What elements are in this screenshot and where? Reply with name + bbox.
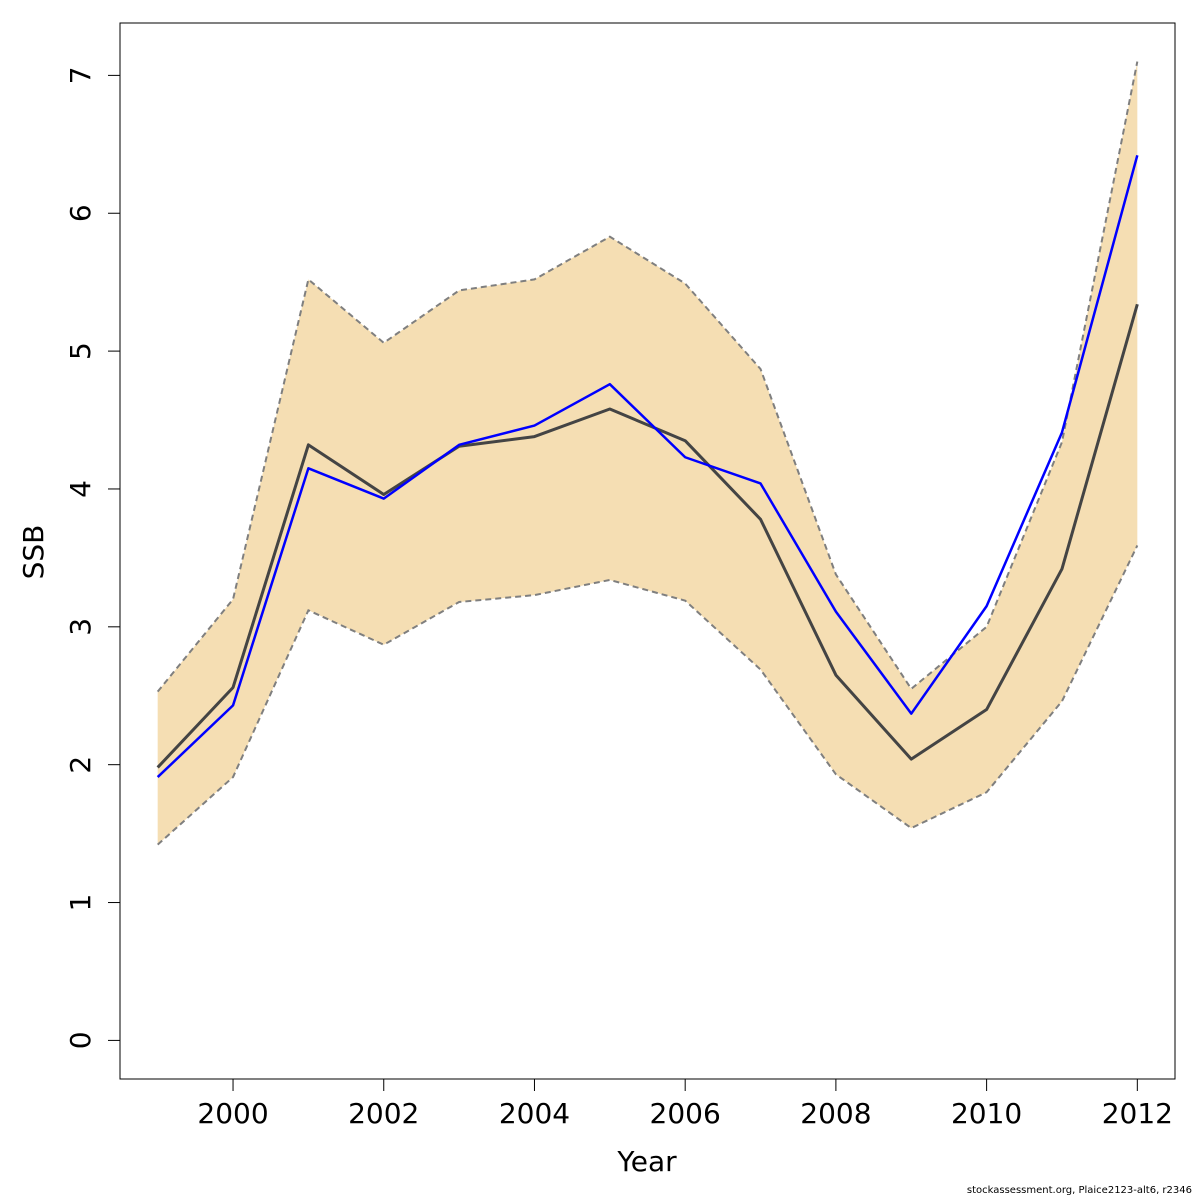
- x-tick-label-2010: 2010: [951, 1097, 1022, 1130]
- y-axis: 0 1 2 3 4 5 6 7: [64, 66, 120, 1049]
- y-tick-label-2: 2: [64, 756, 97, 774]
- series-lines-layer: [156, 155, 1139, 778]
- band-upper-line: [156, 61, 1139, 693]
- x-axis-title: Year: [616, 1145, 677, 1178]
- x-tick-label-2012: 2012: [1102, 1097, 1173, 1130]
- y-tick-label-4: 4: [64, 480, 97, 498]
- x-tick-label-2002: 2002: [348, 1097, 419, 1130]
- series-line-1: [156, 303, 1139, 769]
- band-lower-line: [157, 545, 1139, 846]
- x-tick-label-2008: 2008: [800, 1097, 871, 1130]
- y-tick-label-5: 5: [64, 342, 97, 360]
- x-axis: 2000 2002 2004 2006 2008 2010 2012: [197, 1079, 1173, 1130]
- x-tick-label-2006: 2006: [650, 1097, 721, 1130]
- y-tick-label-1: 1: [64, 894, 97, 912]
- footer-source-note: stockassessment.org, Plaice2123-alt6, r2…: [966, 1185, 1192, 1196]
- series-line-2: [156, 155, 1139, 778]
- confidence-band-layer: [156, 61, 1139, 846]
- y-tick-label-0: 0: [64, 1031, 97, 1049]
- plot-frame: [119, 22, 1176, 1080]
- y-tick-label-7: 7: [64, 66, 97, 84]
- confidence-band-area: [157, 61, 1138, 845]
- y-axis-title: SSB: [17, 525, 50, 580]
- x-tick-label-2000: 2000: [197, 1097, 268, 1130]
- y-tick-label-6: 6: [64, 204, 97, 222]
- y-tick-label-3: 3: [64, 618, 97, 636]
- x-tick-label-2004: 2004: [499, 1097, 570, 1130]
